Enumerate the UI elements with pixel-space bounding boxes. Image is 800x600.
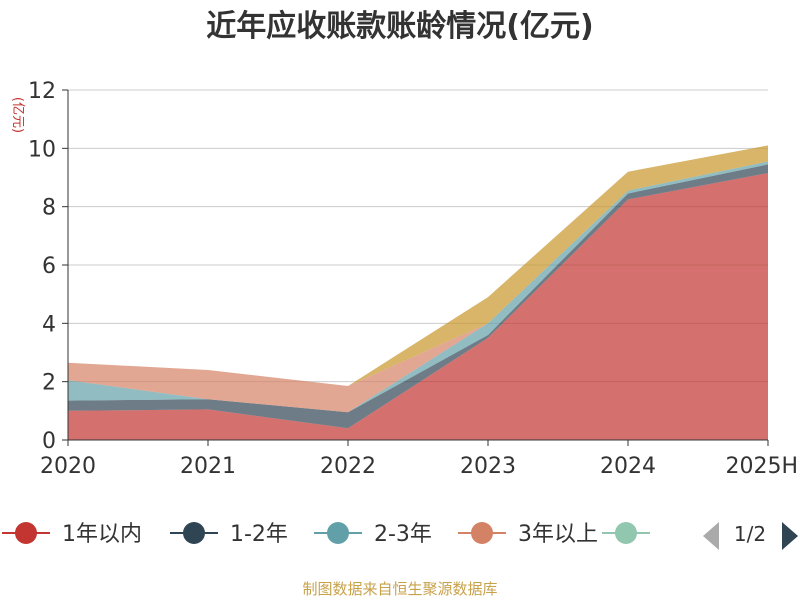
legend-marker bbox=[327, 522, 349, 544]
y-tick-label: 4 bbox=[42, 312, 56, 337]
legend-marker bbox=[183, 522, 205, 544]
legend-item[interactable]: 2-3年 bbox=[314, 522, 432, 547]
pager-next-icon[interactable] bbox=[782, 522, 798, 550]
x-tick-label: 2023 bbox=[460, 454, 516, 479]
x-tick-label: 2024 bbox=[600, 454, 656, 479]
area-series-3 bbox=[68, 161, 768, 413]
chart-title: 近年应收账款账龄情况(亿元) bbox=[206, 9, 593, 44]
legend-item[interactable] bbox=[602, 522, 650, 544]
pager-label: 1/2 bbox=[734, 522, 766, 546]
area-series-4 bbox=[68, 161, 768, 413]
legend-item[interactable]: 1年以内 bbox=[2, 522, 142, 547]
axes: 0 2 4 6 8 10 12 2020 2021 2022 2023 2024 2025H bbox=[28, 79, 798, 479]
y-tick-label: 10 bbox=[28, 137, 56, 162]
y-tick-label: 12 bbox=[28, 79, 56, 104]
legend-marker bbox=[471, 522, 493, 544]
y-tick-label: 2 bbox=[42, 371, 56, 396]
legend-item[interactable]: 1-2年 bbox=[170, 522, 288, 547]
source-note: 制图数据来自恒生聚源数据库 bbox=[302, 580, 497, 598]
legend-item[interactable]: 3年以上 bbox=[458, 522, 598, 547]
y-tick-label: 8 bbox=[42, 196, 56, 221]
legend: 1年以内 1-2年 2-3年 3年以上 1/2 bbox=[2, 522, 798, 550]
legend-label: 1年以内 bbox=[62, 522, 142, 547]
legend-label: 3年以上 bbox=[518, 522, 598, 547]
x-tick-label: 2021 bbox=[180, 454, 236, 479]
area-series-1 bbox=[68, 173, 768, 440]
legend-marker bbox=[15, 522, 37, 544]
y-tick-label: 0 bbox=[42, 429, 56, 454]
x-tick-label: 2020 bbox=[40, 454, 96, 479]
legend-label: 2-3年 bbox=[374, 522, 432, 547]
y-tick-label: 6 bbox=[42, 254, 56, 279]
legend-label: 1-2年 bbox=[230, 522, 288, 547]
pager-prev-icon[interactable] bbox=[703, 522, 719, 550]
x-tick-label: 2022 bbox=[320, 454, 376, 479]
x-tick-label: 2025H bbox=[725, 454, 798, 479]
legend-marker bbox=[615, 522, 637, 544]
area-series-2 bbox=[68, 164, 768, 429]
area-series-5 bbox=[68, 145, 768, 386]
area-series bbox=[68, 145, 768, 440]
y-axis-label: (亿元) bbox=[10, 97, 25, 133]
